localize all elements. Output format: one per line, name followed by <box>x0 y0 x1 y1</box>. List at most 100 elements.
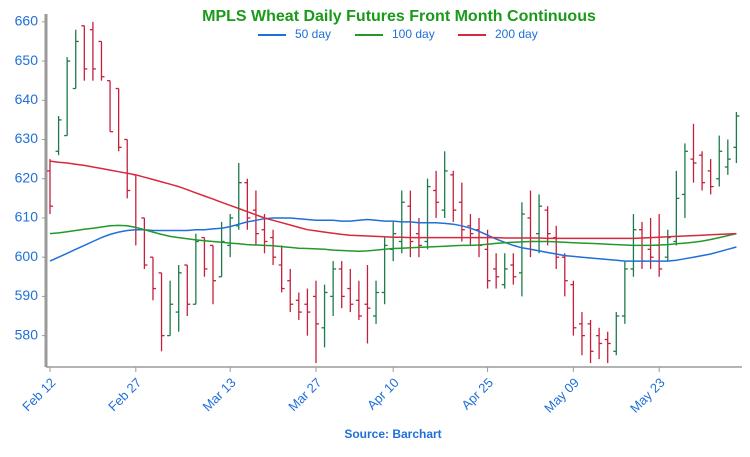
x-tick-label: Mar 13 <box>200 375 239 414</box>
ohlc-bar <box>201 236 208 277</box>
y-tick-label: 590 <box>15 287 39 303</box>
ohlc-bar <box>252 190 259 246</box>
ohlc-bar <box>184 264 191 317</box>
ohlc-bar <box>227 214 234 258</box>
x-tick-label: May 09 <box>541 375 582 416</box>
ohlc-bar <box>510 253 517 285</box>
ohlc-bar <box>578 312 585 356</box>
ohlc-bar <box>587 319 594 364</box>
ohlc-bar <box>124 138 131 199</box>
ohlc-bar <box>596 327 603 360</box>
ohlc-bar <box>441 151 448 218</box>
y-tick-label: 650 <box>15 52 39 68</box>
x-tick-label: May 23 <box>627 375 668 416</box>
ohlc-bar <box>553 225 560 269</box>
ohlc-bar <box>433 170 440 218</box>
ohlc-bar <box>312 280 319 364</box>
ohlc-bar <box>72 29 79 90</box>
ohlc-bar <box>493 253 500 289</box>
ohlc-bar <box>570 280 577 336</box>
ohlc-bar <box>141 217 148 269</box>
ohlc-bar <box>518 202 525 297</box>
ohlc-bar <box>295 292 302 320</box>
ohlc-bar <box>501 253 508 289</box>
ohlc-bar <box>132 174 139 246</box>
y-tick-label: 660 <box>15 13 39 29</box>
ohlc-bar <box>158 272 165 352</box>
ohlc-bar <box>218 221 225 278</box>
ohlc-bar <box>89 21 96 81</box>
ohlc-bar <box>373 280 380 324</box>
ohlc-bar <box>47 159 53 215</box>
ohlc-bar <box>55 115 62 156</box>
ohlc-bar <box>64 57 71 137</box>
ohlc-bar <box>536 194 543 254</box>
ohlc-bar <box>690 123 697 183</box>
source-note: Source: Barchart <box>344 427 441 441</box>
ohlc-bar <box>287 268 294 313</box>
ohlc-bar <box>81 25 88 81</box>
ohlc-bar <box>107 80 114 133</box>
y-tick-label: 620 <box>15 169 39 185</box>
y-tick-label: 600 <box>15 248 39 264</box>
ohlc-bar <box>330 261 337 317</box>
ohlc-bar <box>707 159 714 195</box>
ohlc-bar <box>681 143 688 218</box>
ohlc-bar <box>424 178 431 250</box>
ohlc-bar <box>673 170 680 246</box>
ohlc-bar <box>270 229 277 266</box>
ohlc-bar <box>407 190 414 258</box>
ohlc-bar <box>210 244 217 305</box>
ohlc-bar <box>98 40 105 81</box>
x-tick-label: Mar 27 <box>285 375 324 414</box>
ma-line <box>49 217 737 262</box>
ohlc-bar <box>458 182 465 242</box>
y-tick-label: 580 <box>15 326 39 342</box>
y-tick-label: 630 <box>15 130 39 146</box>
ohlc-bar <box>450 170 457 222</box>
ohlc-bar <box>115 87 122 152</box>
y-tick-label: 610 <box>15 209 39 225</box>
legend-label: 200 day <box>495 27 538 41</box>
ohlc-bar <box>733 112 740 164</box>
ohlc-bar <box>613 312 620 356</box>
ohlc-bar <box>699 151 706 191</box>
ohlc-bar <box>235 163 242 230</box>
ohlc-bar <box>149 256 156 301</box>
ohlc-bar <box>664 229 671 262</box>
y-tick-label: 640 <box>15 91 39 107</box>
ohlc-bar <box>192 233 199 305</box>
ohlc-bar <box>467 214 474 246</box>
legend-label: 100 day <box>392 27 435 41</box>
ohlc-bar <box>364 265 371 344</box>
ohlc-bar <box>304 288 311 336</box>
chart-title: MPLS Wheat Daily Futures Front Month Con… <box>202 8 596 25</box>
ma-line <box>49 224 737 253</box>
ohlc-bar <box>347 268 354 313</box>
ohlc-bar <box>561 253 568 297</box>
ohlc-bar <box>724 139 731 175</box>
ohlc-bar <box>278 245 285 293</box>
ohlc-bar <box>261 214 268 254</box>
x-tick-label: Feb 27 <box>105 375 144 414</box>
x-tick-label: Apr 25 <box>458 375 496 413</box>
ohlc-bar <box>604 331 611 364</box>
x-tick-label: Feb 12 <box>19 375 58 414</box>
ohlc-bar <box>167 280 174 337</box>
x-tick-label: Apr 10 <box>364 375 402 413</box>
ohlc-bar <box>484 229 491 289</box>
ma-line <box>49 160 737 240</box>
ohlc-bar <box>175 265 182 332</box>
ohlc-bar <box>390 221 397 262</box>
ohlc-bar <box>321 284 328 348</box>
ohlc-bar <box>716 135 723 187</box>
ohlc-bar <box>381 237 388 305</box>
ohlc-bar <box>621 261 628 324</box>
ohlc-bar <box>355 280 362 320</box>
legend-label: 50 day <box>295 27 331 41</box>
ohlc-bar <box>527 190 534 258</box>
ohlc-bar <box>544 206 551 246</box>
ohlc-bar <box>338 261 345 309</box>
